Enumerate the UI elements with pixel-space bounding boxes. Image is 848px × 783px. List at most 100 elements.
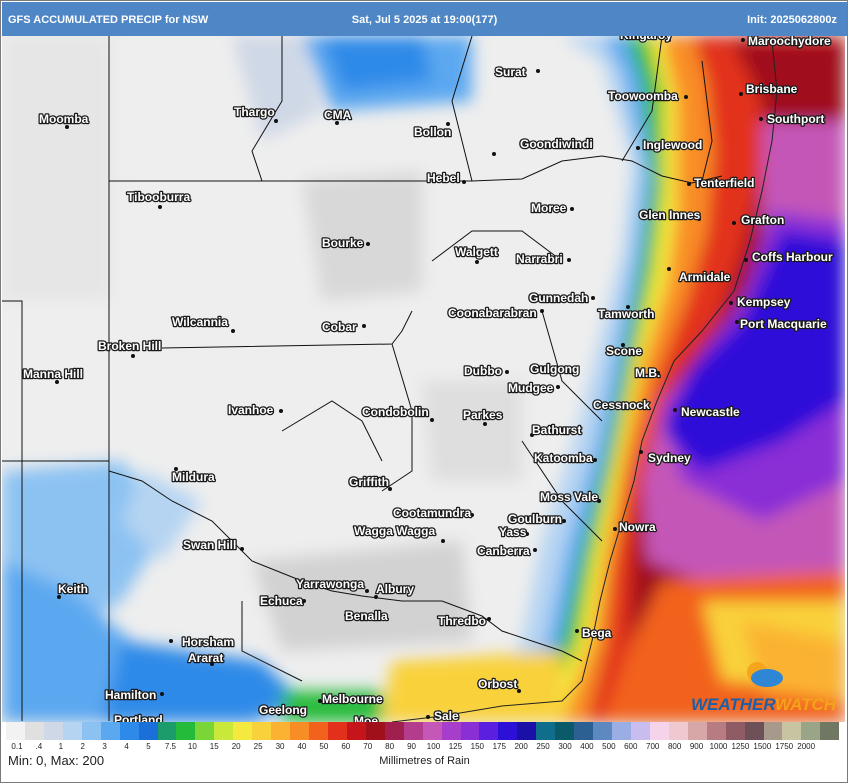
city-label: Armidale xyxy=(679,270,731,284)
legend-tick-label: 60 xyxy=(341,742,351,751)
city-label: Narrabri xyxy=(516,252,563,266)
city-dot xyxy=(687,182,691,186)
city-label: Bathurst xyxy=(532,423,581,437)
city-dot xyxy=(462,180,466,184)
city-label: Broken Hill xyxy=(98,339,161,353)
city-dot xyxy=(366,242,370,246)
city-dot xyxy=(274,119,278,123)
map-canvas: Moomba Thargo CMA Bollon Surat Kingaroy Marooc… xyxy=(2,36,845,722)
city-label: Bega xyxy=(582,626,612,640)
city-dot xyxy=(231,329,235,333)
legend-units: Millimetres of Rain xyxy=(379,755,470,767)
city-dot xyxy=(441,539,445,543)
city-label: Walgett xyxy=(455,245,498,259)
min-max: Min: 0, Max: 200 xyxy=(8,753,105,768)
legend-swatch xyxy=(290,722,309,740)
city-dot xyxy=(729,301,733,305)
city-dot xyxy=(547,370,551,374)
legend-swatch xyxy=(252,722,272,740)
city-label: Katoomba xyxy=(534,451,593,465)
legend-tick-label: 50 xyxy=(319,742,329,751)
city-label: Kempsey xyxy=(737,295,791,309)
city-dot xyxy=(567,258,571,262)
city-dot xyxy=(55,380,59,384)
legend-tick-label: 900 xyxy=(689,742,704,751)
city-dot xyxy=(575,629,579,633)
legend-swatch xyxy=(574,722,594,740)
city-label: Grafton xyxy=(741,213,784,227)
city-label: Coffs Harbour xyxy=(752,250,833,264)
legend-tick-label xyxy=(817,742,839,754)
legend-swatch xyxy=(612,722,631,740)
city-label: Maroochydore xyxy=(748,36,831,48)
city-dot xyxy=(667,267,671,271)
city-dot xyxy=(739,92,743,96)
city-label: Southport xyxy=(767,112,824,126)
legend-tick-label: 700 xyxy=(646,742,660,751)
city-dot xyxy=(533,548,537,552)
city-label: Wagga Wagga xyxy=(354,524,435,538)
city-label: Toowoomba xyxy=(608,89,678,103)
legend-swatch xyxy=(555,722,575,740)
legend-tick-label: 2 xyxy=(80,742,85,751)
city-label: Thargo xyxy=(234,105,275,119)
city-label: Surat xyxy=(495,65,526,79)
svg-text:WEATHER: WEATHER xyxy=(691,695,776,714)
city-label: Sydney xyxy=(648,451,691,465)
legend-tick-label: 2000 xyxy=(797,742,816,751)
legend-tick-label: 1250 xyxy=(731,742,750,751)
city-dot xyxy=(732,221,736,225)
city-dot xyxy=(597,499,601,503)
city-dot xyxy=(505,370,509,374)
city-dot xyxy=(388,487,392,491)
precip-field xyxy=(2,36,845,722)
valid-time: Sat, Jul 5 2025 at 19:00(177) xyxy=(351,14,498,26)
city-label: Cessnock xyxy=(593,398,650,412)
state-borders xyxy=(2,36,723,721)
city-dot xyxy=(626,305,630,309)
city-label: Newcastle xyxy=(681,405,740,419)
legend-tick-label: 100 xyxy=(426,742,441,751)
legend-swatch xyxy=(706,722,726,740)
legend-swatch xyxy=(479,722,499,740)
city-label: Ararat xyxy=(188,651,223,665)
city-label: Port Macquarie xyxy=(740,317,827,331)
city-dot xyxy=(365,589,369,593)
legend-tick-label: 10 xyxy=(187,742,197,751)
city-dot xyxy=(759,117,763,121)
city-dot xyxy=(639,450,643,454)
city-label: Swan Hill xyxy=(183,538,236,552)
city-dot xyxy=(556,385,560,389)
city-dot xyxy=(210,662,214,666)
svg-text:WATCH: WATCH xyxy=(775,695,837,714)
city-label: Gulgong xyxy=(530,362,579,376)
city-label: CMA xyxy=(324,108,352,122)
city-label: Mildura xyxy=(172,470,215,484)
city-dot xyxy=(277,712,281,716)
precip-map: Moomba Thargo CMA Bollon Surat Kingaroy Marooc… xyxy=(2,36,845,722)
city-label: Geelong xyxy=(259,703,307,717)
legend-swatch xyxy=(195,722,215,740)
city-dot xyxy=(57,595,61,599)
city-label: Wilcannia xyxy=(172,315,228,329)
legend-tick-label: 1 xyxy=(58,742,64,751)
city-label: Tibooburra xyxy=(127,190,190,204)
legend: 0.1 .4 1 2 3 4 5 7.5 10 15 20 25 30 40 50 60 70 80 90 100 12… xyxy=(2,722,847,782)
city-label: Portland xyxy=(114,713,163,722)
city-dot xyxy=(65,125,69,129)
city-label: Cootamundra xyxy=(393,506,471,520)
city-label: Orbost xyxy=(478,677,517,691)
city-label: Keith xyxy=(58,582,88,596)
city-label: Moomba xyxy=(39,112,89,126)
city-dot xyxy=(169,639,173,643)
legend-tick-label: 0.1 xyxy=(11,742,23,751)
city-dot xyxy=(483,422,487,426)
legend-tick-label: 4 xyxy=(124,742,129,751)
city-label: Moe xyxy=(354,714,378,722)
city-dot xyxy=(362,324,366,328)
city-dot xyxy=(174,467,178,471)
city-label: Inglewood xyxy=(643,138,702,152)
legend-swatch xyxy=(536,722,556,740)
legend-swatch xyxy=(346,722,366,740)
